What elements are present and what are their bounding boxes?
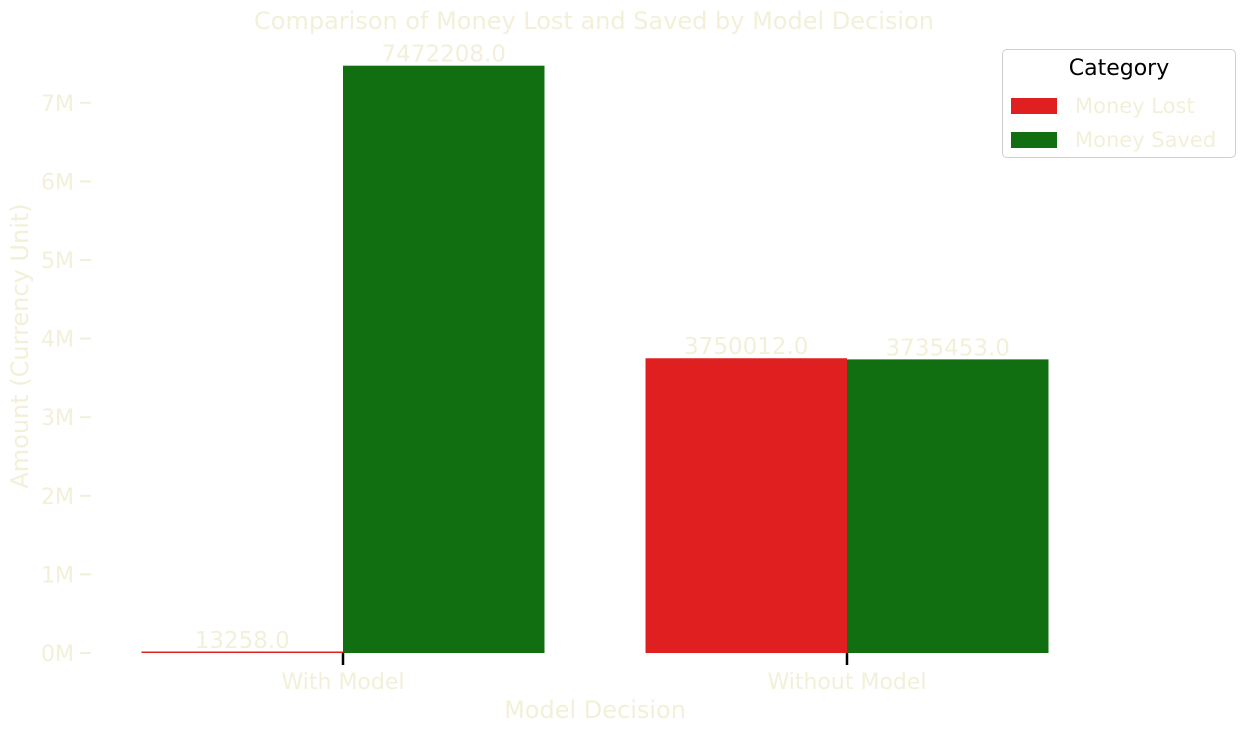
legend-label-money-saved: Money Saved [1075, 128, 1217, 152]
legend-swatch-money-lost [1011, 98, 1057, 114]
y-tick-label: 1M [41, 563, 74, 588]
bar-value-label: 3750012.0 [684, 334, 808, 360]
x-tick-label: With Model [282, 670, 405, 695]
y-tick-label: 4M [41, 328, 74, 353]
y-tick-label: 3M [41, 406, 74, 431]
y-tick-label: 2M [41, 485, 74, 510]
bar-money-lost [645, 358, 847, 653]
bar-money-saved [847, 359, 1049, 653]
bar-value-label: 7472208.0 [382, 42, 506, 68]
y-tick-label: 0M [41, 642, 74, 667]
legend-swatch-money-saved [1011, 132, 1057, 148]
x-tick-label: Without Model [767, 670, 926, 695]
bar-money-saved [343, 65, 545, 653]
bar-value-label: 13258.0 [195, 628, 290, 654]
y-axis-label: Amount (Currency Unit) [6, 203, 34, 488]
bar-money-lost [141, 651, 343, 653]
x-axis-label: Model Decision [504, 696, 686, 724]
plot-area: 0M 1M 2M 3M 4M 5M 6M 7M 13258.0 7472208.0 With Mod… [41, 42, 1049, 695]
legend-label-money-lost: Money Lost [1075, 94, 1195, 118]
y-tick-label: 7M [41, 92, 74, 117]
y-tick-label: 5M [41, 249, 74, 274]
chart-legend: Category Money Lost Money Saved [1002, 49, 1236, 158]
legend-title: Category [1068, 56, 1170, 81]
bar-value-label: 3735453.0 [886, 335, 1010, 361]
y-tick-label: 6M [41, 170, 74, 195]
chart-title: Comparison of Money Lost and Saved by Mo… [254, 7, 934, 35]
